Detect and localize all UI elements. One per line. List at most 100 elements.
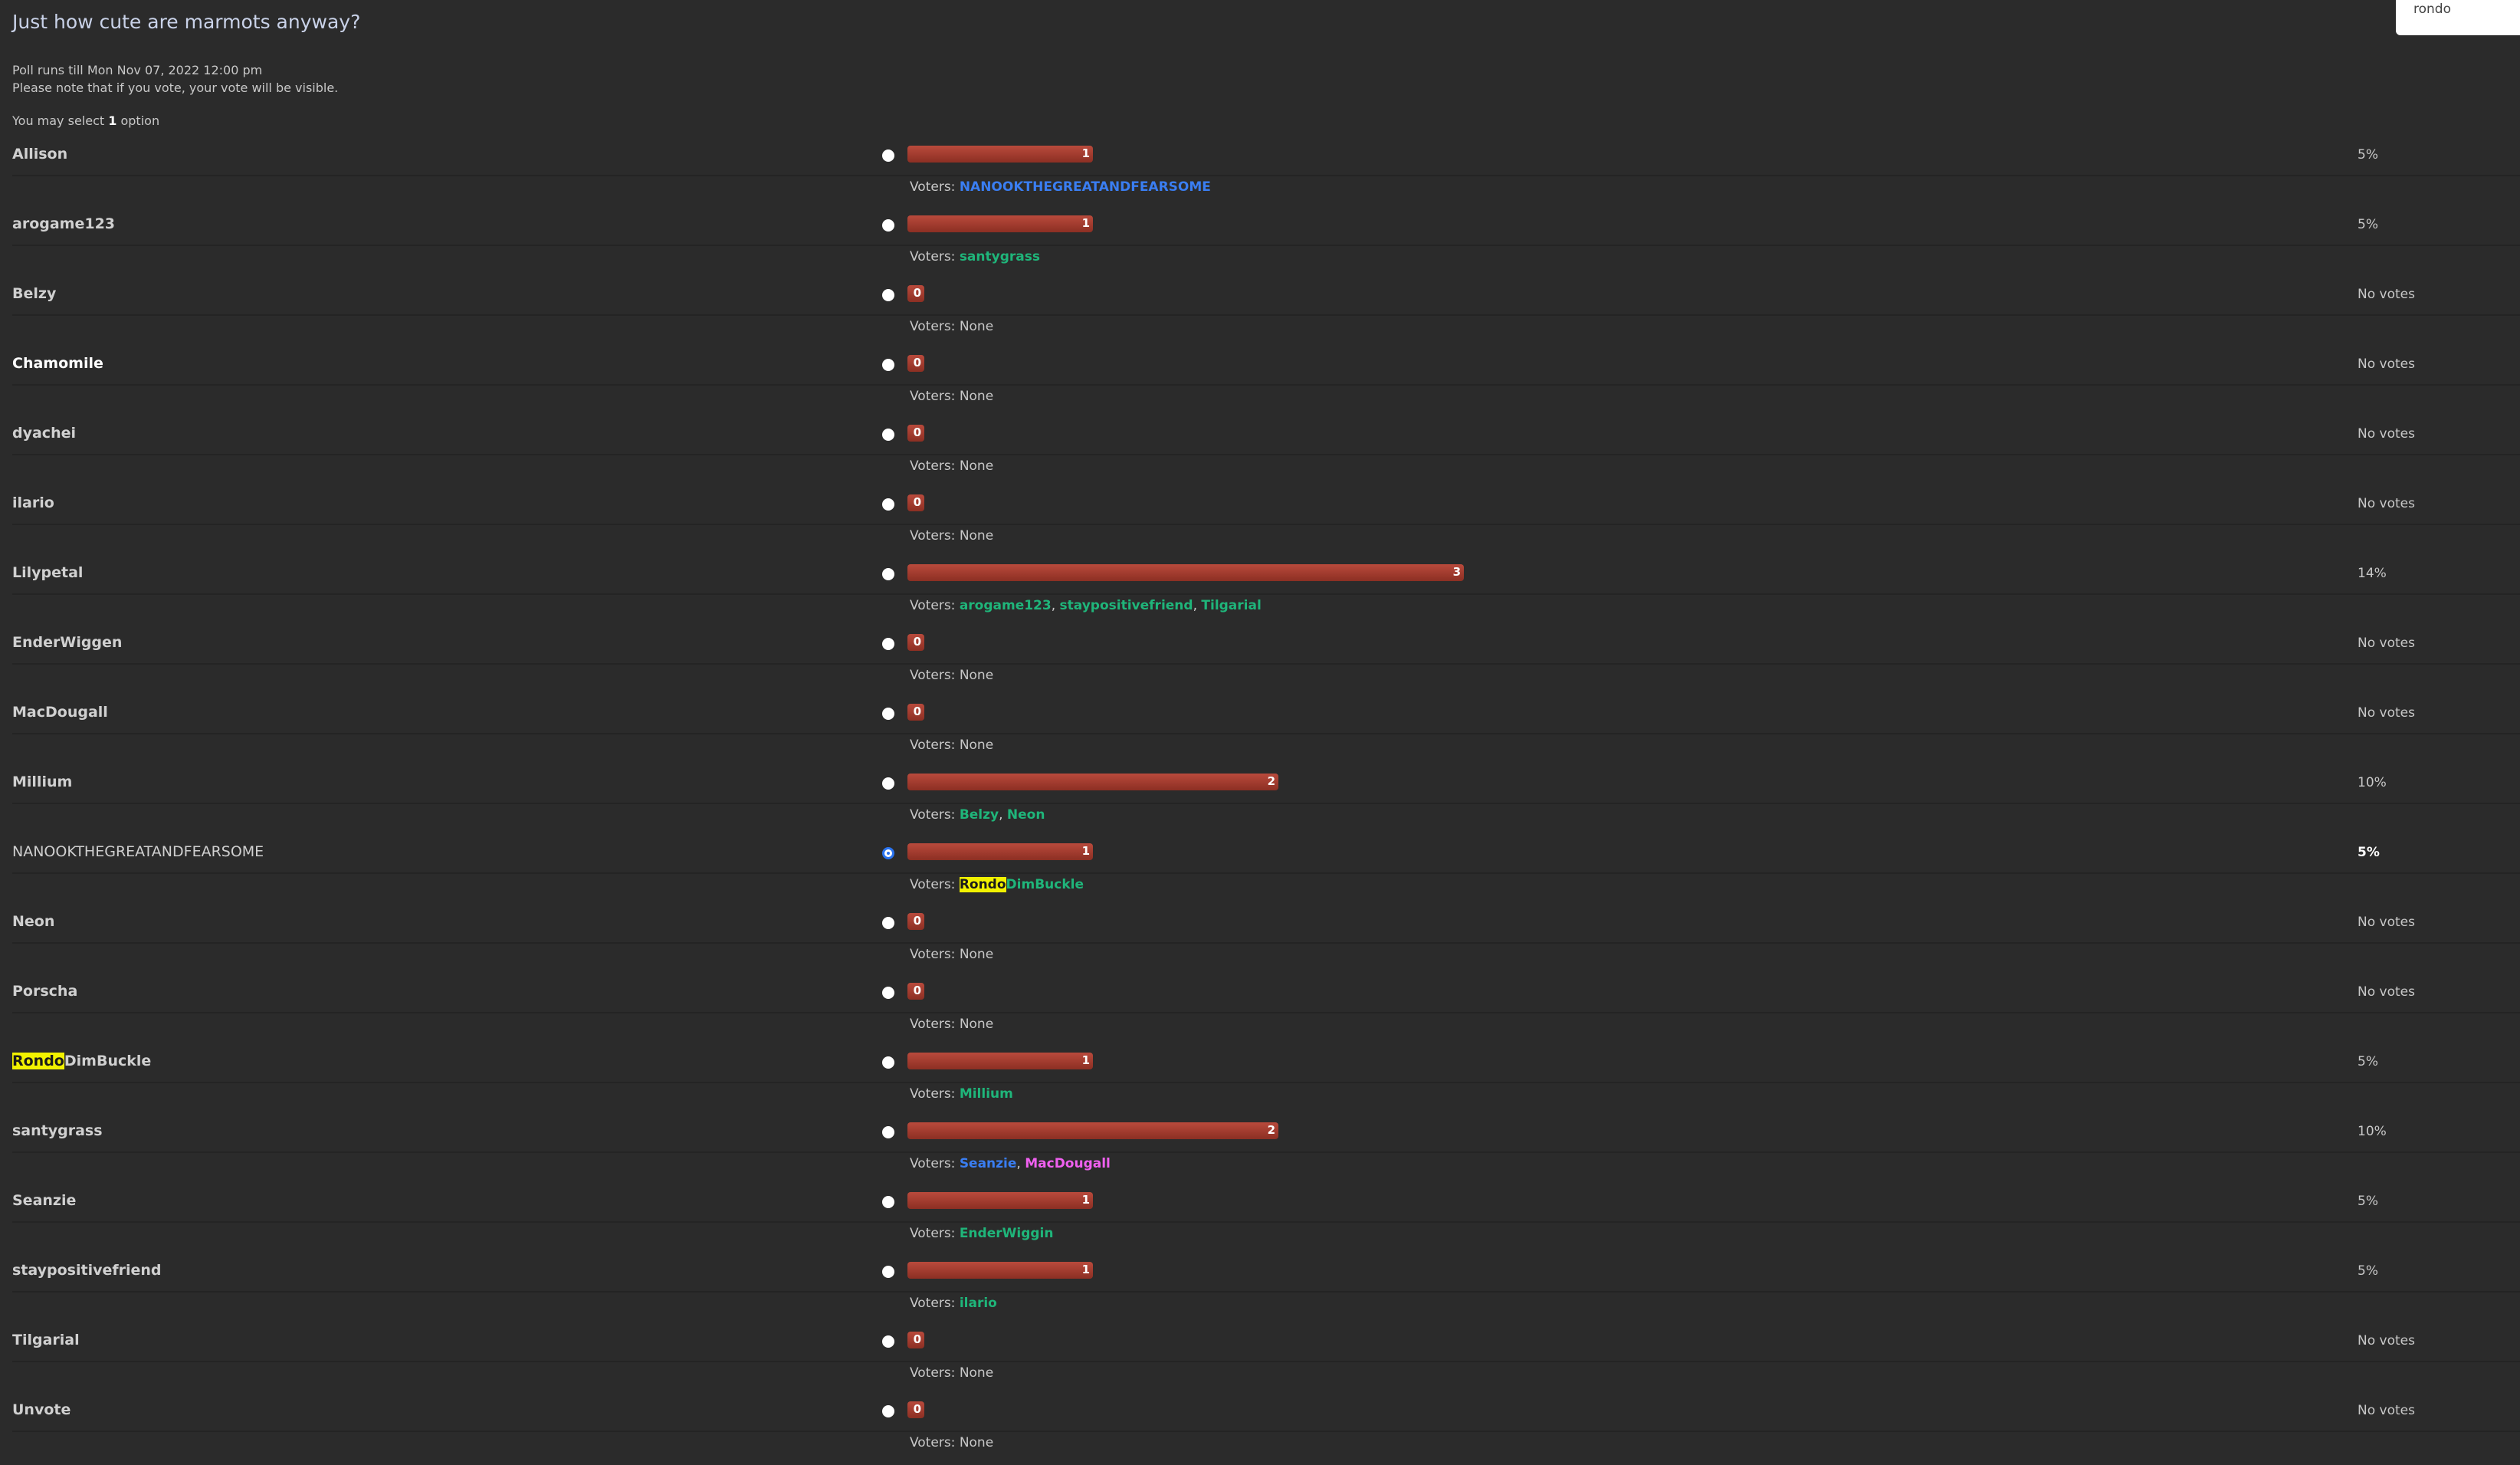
vote-percent: 5%	[2358, 217, 2378, 232]
row-divider	[12, 1431, 2520, 1432]
option-radio[interactable]	[882, 987, 894, 999]
option-radio[interactable]	[882, 1196, 894, 1208]
vote-percent: No votes	[2358, 984, 2415, 1000]
voter-link[interactable]: santygrass	[959, 249, 1040, 264]
vote-count: 1	[1081, 1263, 1090, 1276]
voter-link[interactable]: staypositivefriend	[1059, 598, 1193, 613]
vote-count: 1	[1081, 146, 1090, 160]
vote-count: 1	[1081, 1053, 1090, 1067]
option-radio[interactable]	[882, 359, 894, 371]
poll-option-row: Belzy 0 No votes Voters: None	[0, 279, 2520, 349]
vote-percent: 5%	[2358, 845, 2380, 860]
voter-link[interactable]: arogame123	[959, 598, 1052, 613]
vote-bar: 1	[907, 843, 1093, 860]
option-radio[interactable]	[882, 917, 894, 929]
voters-line: Voters: ilario	[910, 1296, 997, 1311]
poll-option-row: staypositivefriend 1 5% Voters: ilario	[0, 1256, 2520, 1325]
option-radio[interactable]	[882, 568, 894, 580]
voters-none: None	[959, 1435, 994, 1450]
option-radio[interactable]	[882, 847, 894, 859]
voter-link[interactable]: Seanzie	[959, 1156, 1017, 1171]
option-name: Seanzie	[12, 1192, 77, 1209]
voters-label: Voters:	[910, 249, 960, 264]
vote-count: 0	[913, 705, 921, 718]
voters-label: Voters:	[910, 1156, 960, 1171]
voter-link[interactable]: MacDougall	[1025, 1156, 1111, 1171]
voters-none: None	[959, 1017, 994, 1032]
vote-bar: 2	[907, 774, 1278, 790]
option-name: Chamomile	[12, 355, 103, 372]
voters-line: Voters: None	[910, 528, 993, 544]
vote-percent: 5%	[2358, 1054, 2378, 1069]
poll-option-row: Millium 2 10% Voters: Belzy, Neon	[0, 767, 2520, 837]
voter-link[interactable]: Millium	[959, 1086, 1013, 1102]
vote-percent: No votes	[2358, 287, 2415, 302]
option-name: RondoDimBuckle	[12, 1053, 152, 1069]
voters-none: None	[959, 1365, 994, 1381]
voter-link[interactable]: ilario	[959, 1296, 997, 1311]
vote-count: 0	[913, 635, 921, 649]
row-divider	[12, 1082, 2520, 1083]
voters-line: Voters: None	[910, 458, 993, 474]
option-radio[interactable]	[882, 289, 894, 301]
voter-link[interactable]: EnderWiggin	[959, 1226, 1054, 1241]
option-radio[interactable]	[882, 498, 894, 511]
option-radio[interactable]	[882, 1266, 894, 1278]
option-name: Allison	[12, 146, 68, 163]
option-radio[interactable]	[882, 638, 894, 650]
voters-label: Voters:	[910, 668, 960, 683]
poll-select-limit: You may select 1 option	[12, 113, 160, 128]
vote-count: 1	[1081, 1193, 1090, 1207]
row-divider	[12, 1012, 2520, 1013]
vote-bar: 1	[907, 215, 1093, 232]
row-divider	[12, 524, 2520, 525]
voters-line: Voters: None	[910, 1365, 993, 1381]
voters-line: Voters: None	[910, 1435, 993, 1450]
voters-label: Voters:	[910, 1365, 960, 1381]
row-divider	[12, 733, 2520, 734]
vote-count: 0	[913, 984, 921, 997]
option-radio[interactable]	[882, 1405, 894, 1417]
search-highlight: Rondo	[959, 877, 1006, 892]
option-name: Tilgarial	[12, 1332, 80, 1348]
vote-bar: 1	[907, 1053, 1093, 1069]
row-divider	[12, 872, 2520, 874]
option-radio[interactable]	[882, 708, 894, 720]
vote-percent: No votes	[2358, 426, 2415, 442]
voter-link[interactable]: NANOOKTHEGREATANDFEARSOME	[959, 179, 1211, 195]
poll-option-row: NANOOKTHEGREATANDFEARSOME 1 5% Voters: Rond…	[0, 837, 2520, 907]
vote-bar: 0	[907, 355, 924, 372]
voter-link[interactable]: Neon	[1006, 807, 1045, 823]
vote-count: 1	[1081, 216, 1090, 230]
option-radio[interactable]	[882, 219, 894, 232]
voter-link[interactable]: Tilgarial	[1201, 598, 1262, 613]
row-divider	[12, 1151, 2520, 1153]
voters-line: Voters: Millium	[910, 1086, 1013, 1102]
voters-label: Voters:	[910, 1296, 960, 1311]
search-input[interactable]: rondo	[2396, 0, 2520, 35]
voters-line: Voters: None	[910, 668, 993, 683]
row-divider	[12, 942, 2520, 944]
poll-info: Poll runs till Mon Nov 07, 2022 12:00 pm…	[12, 61, 338, 97]
option-radio[interactable]	[882, 1335, 894, 1348]
row-divider	[12, 1221, 2520, 1223]
option-radio[interactable]	[882, 777, 894, 790]
voter-link[interactable]: RondoDimBuckle	[959, 877, 1084, 892]
row-divider	[12, 454, 2520, 455]
poll-end-date: Poll runs till Mon Nov 07, 2022 12:00 pm	[12, 63, 263, 77]
option-radio[interactable]	[882, 149, 894, 162]
poll-visibility-note: Please note that if you vote, your vote …	[12, 80, 339, 95]
option-name: staypositivefriend	[12, 1262, 162, 1279]
poll-option-row: RondoDimBuckle 1 5% Voters: Millium	[0, 1046, 2520, 1116]
option-radio[interactable]	[882, 429, 894, 441]
vote-count: 0	[913, 356, 921, 370]
vote-count: 0	[913, 1332, 921, 1346]
vote-bar: 0	[907, 1332, 924, 1348]
voter-link[interactable]: Belzy	[959, 807, 999, 823]
option-radio[interactable]	[882, 1056, 894, 1069]
option-radio[interactable]	[882, 1126, 894, 1138]
voters-line: Voters: Seanzie, MacDougall	[910, 1156, 1111, 1171]
vote-percent: No votes	[2358, 915, 2415, 930]
poll-title: Just how cute are marmots anyway?	[12, 11, 361, 33]
voters-label: Voters:	[910, 1017, 960, 1032]
